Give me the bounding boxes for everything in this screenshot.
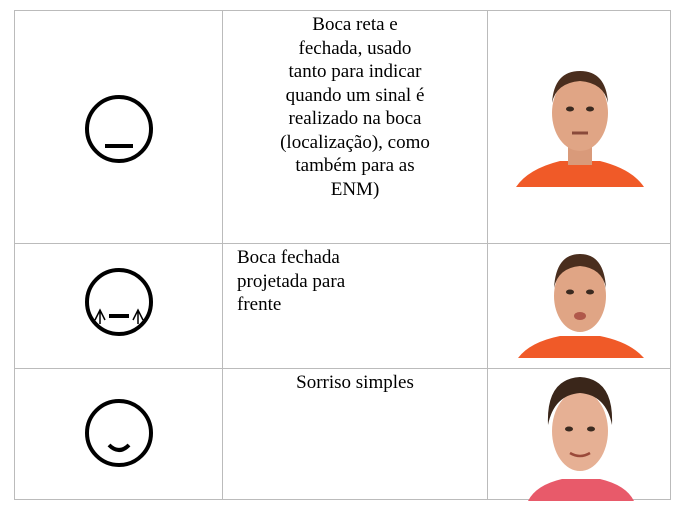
description-line: Boca reta e bbox=[312, 14, 398, 35]
description-line: Sorriso simples bbox=[296, 372, 414, 393]
symbol-cell bbox=[14, 10, 223, 244]
description-line: Boca fechada bbox=[237, 247, 340, 268]
symbol-cell bbox=[14, 243, 223, 369]
description-line: fechada, usado bbox=[298, 37, 412, 59]
photo bbox=[528, 377, 634, 501]
photo-cell bbox=[487, 243, 671, 369]
mouth-smile-icon bbox=[85, 399, 153, 467]
description-line: tanto para indicar bbox=[288, 61, 422, 82]
description-cell: Boca reta e fechada, usado tanto para indi… bbox=[222, 10, 488, 244]
photo bbox=[516, 71, 644, 187]
table: Boca reta e fechada, usado tanto para indi… bbox=[14, 10, 671, 501]
description-line: projetada para bbox=[237, 270, 346, 292]
description-line: ENM) bbox=[330, 178, 380, 200]
photo-cell bbox=[487, 10, 671, 244]
description-line: quando um sinal é bbox=[285, 84, 425, 106]
mouth-straight-icon bbox=[85, 95, 153, 163]
description-line: realizado na boca bbox=[288, 108, 422, 129]
photo bbox=[518, 254, 644, 358]
description-cell: Sorriso simples bbox=[222, 368, 488, 500]
description-cell: Boca fechada projetada para frente bbox=[222, 243, 488, 369]
symbol-cell bbox=[14, 368, 223, 500]
description-line: frente bbox=[237, 294, 282, 315]
description-line: (localização), como bbox=[280, 131, 430, 153]
photo-cell bbox=[487, 368, 671, 501]
mouth-pursed-icon bbox=[85, 268, 153, 336]
description-line: também para as bbox=[295, 155, 415, 176]
